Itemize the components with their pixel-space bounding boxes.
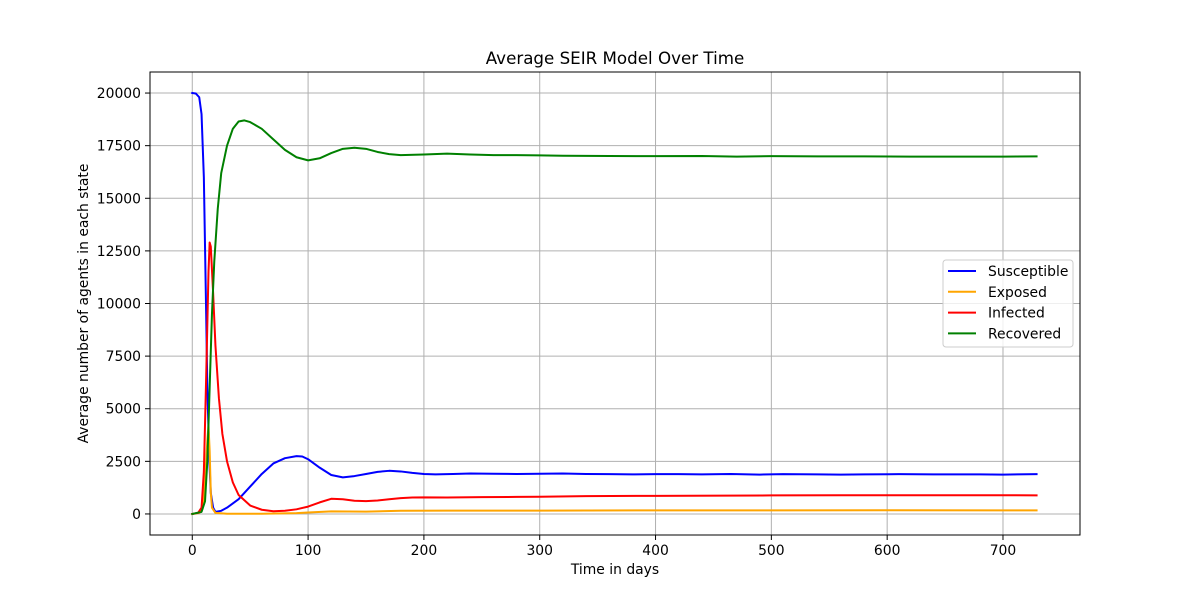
- x-axis-label: Time in days: [570, 562, 659, 578]
- legend-label-infected: Infected: [988, 306, 1045, 322]
- legend-label-exposed: Exposed: [988, 285, 1047, 301]
- x-tick-label: 400: [642, 543, 669, 559]
- y-tick-label: 5000: [106, 402, 141, 418]
- y-tick-label: 7500: [106, 349, 141, 365]
- y-tick-label: 15000: [97, 191, 141, 207]
- chart-title: Average SEIR Model Over Time: [486, 48, 744, 68]
- x-tick-label: 700: [990, 543, 1017, 559]
- y-axis-ticks: 0 2500 5000 7500 10000 12500 15000 17500 20000: [97, 86, 150, 523]
- x-axis-ticks: 0 100 200 300 400 500 600 700: [188, 535, 1016, 559]
- x-tick-label: 600: [874, 543, 901, 559]
- y-tick-label: 17500: [97, 139, 141, 155]
- y-axis-label: Average number of agents in each state: [76, 164, 92, 444]
- y-tick-label: 0: [132, 507, 141, 523]
- legend-label-recovered: Recovered: [988, 326, 1061, 342]
- y-tick-label: 20000: [97, 86, 141, 102]
- y-tick-label: 12500: [97, 244, 141, 260]
- series-line-infected: [191, 241, 1038, 516]
- x-tick-label: 0: [188, 543, 197, 559]
- x-tick-label: 200: [411, 543, 438, 559]
- series-line-recovered: [191, 119, 1038, 516]
- y-tick-label: 10000: [97, 297, 141, 313]
- x-tick-label: 100: [295, 543, 322, 559]
- y-tick-label: 2500: [106, 454, 141, 470]
- legend: Susceptible Exposed Infected Recovered: [942, 259, 1074, 348]
- x-tick-label: 300: [526, 543, 553, 559]
- legend-box: [942, 259, 1074, 348]
- series-line-exposed: [191, 424, 1038, 516]
- legend-label-susceptible: Susceptible: [988, 264, 1068, 280]
- series-lines: [191, 91, 1038, 516]
- grid-lines: [150, 72, 1080, 535]
- x-tick-label: 500: [758, 543, 785, 559]
